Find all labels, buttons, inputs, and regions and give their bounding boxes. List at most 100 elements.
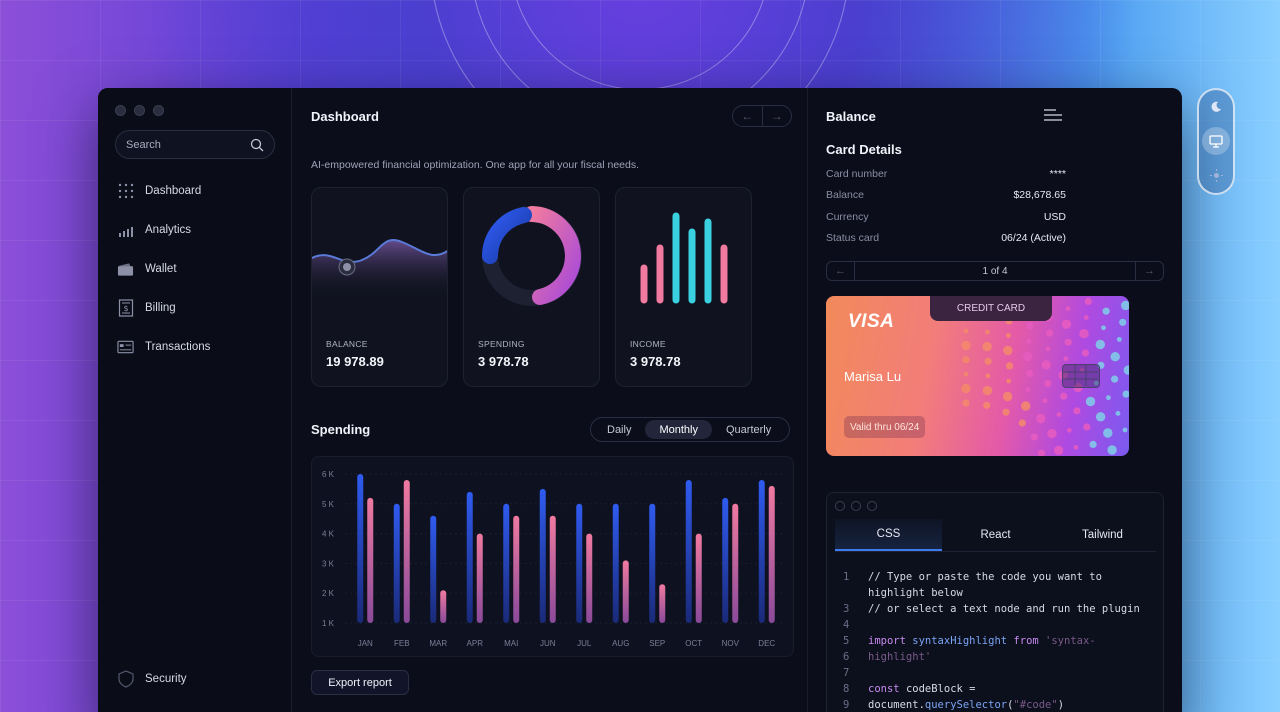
pink-bar[interactable] xyxy=(403,479,410,623)
card-dot xyxy=(1103,428,1113,438)
line-number xyxy=(843,585,868,601)
pink-bar[interactable] xyxy=(695,533,702,623)
card-dot xyxy=(1060,392,1068,400)
period-daily[interactable]: Daily xyxy=(607,423,632,436)
x-tick-label: APR xyxy=(467,639,484,648)
code-text: import syntaxHighlight from 'syntax- xyxy=(868,633,1096,649)
code-window-controls xyxy=(835,501,877,511)
search-input[interactable]: Search xyxy=(115,130,275,159)
pink-bar[interactable] xyxy=(768,485,775,623)
sidebar: Search Dashboard Analytics Wallet $ Bill… xyxy=(98,88,292,712)
sidebar-item-wallet[interactable]: Wallet xyxy=(117,259,177,279)
x-tick-label: FEB xyxy=(394,639,410,648)
code-lines[interactable]: 1 // Type or paste the code you want to hi… xyxy=(843,569,1140,712)
blue-bar[interactable] xyxy=(758,479,765,623)
stat-label: SPENDING xyxy=(478,339,525,349)
period-monthly[interactable]: Monthly xyxy=(645,420,712,439)
card-dot xyxy=(985,373,991,379)
tab-tailwind[interactable]: Tailwind xyxy=(1082,529,1123,541)
card-dot xyxy=(961,383,971,394)
card-dot xyxy=(1079,329,1089,339)
code-tabs: CSS React Tailwind xyxy=(835,519,1156,552)
pink-bar[interactable] xyxy=(549,515,556,623)
card-dot xyxy=(1026,369,1034,377)
code-token: // or select a text node and run the plu… xyxy=(868,603,1140,615)
close-window-button[interactable] xyxy=(115,105,126,116)
card-dot xyxy=(1122,390,1129,398)
balance-card[interactable]: BALANCE 19 978.89 xyxy=(311,187,448,387)
blue-bar[interactable] xyxy=(357,474,364,623)
card-dot xyxy=(1106,395,1111,401)
pink-bar[interactable] xyxy=(659,584,666,623)
monitor-icon[interactable] xyxy=(1202,127,1230,156)
code-line: 1 // Type or paste the code you want to xyxy=(843,569,1140,585)
blue-bar[interactable] xyxy=(430,515,437,623)
sidebar-item-security[interactable]: Security xyxy=(117,669,187,689)
pink-bar[interactable] xyxy=(513,515,520,623)
card-dot xyxy=(1025,387,1031,392)
line-number: 3 xyxy=(843,603,850,615)
line-number: 1 xyxy=(843,571,850,583)
card-dot xyxy=(1061,319,1072,329)
pink-bar[interactable] xyxy=(367,497,374,623)
blue-bar[interactable] xyxy=(503,503,510,623)
x-tick-label: NOV xyxy=(722,639,740,648)
arrow-right-icon[interactable]: → xyxy=(770,109,783,123)
tab-react[interactable]: React xyxy=(980,529,1011,541)
grid-icon xyxy=(117,183,134,200)
wallet-icon xyxy=(117,261,134,278)
card-holder-name: Marisa Lu xyxy=(844,369,902,384)
search-icon xyxy=(250,138,264,151)
sidebar-item-label: Analytics xyxy=(145,224,192,236)
arrow-left-icon[interactable]: ← xyxy=(733,106,763,126)
pink-bar[interactable] xyxy=(440,590,447,623)
sun-icon[interactable] xyxy=(1202,162,1230,190)
card-dot xyxy=(1085,396,1096,407)
arrow-right-icon[interactable]: → xyxy=(1135,262,1163,280)
y-tick-label: 5 K xyxy=(322,500,335,509)
pink-bar[interactable] xyxy=(732,503,739,623)
pink-bar[interactable] xyxy=(476,533,483,623)
sidebar-item-transactions[interactable]: Transactions xyxy=(117,337,210,357)
blue-bar[interactable] xyxy=(722,497,729,623)
stat-label: BALANCE xyxy=(326,339,368,349)
maximize-window-button[interactable] xyxy=(153,105,164,116)
card-dot xyxy=(1044,380,1052,388)
blue-bar[interactable] xyxy=(539,488,546,623)
sidebar-item-dashboard[interactable]: Dashboard xyxy=(117,181,201,201)
blue-bar[interactable] xyxy=(612,503,619,623)
arrow-left-icon[interactable]: ← xyxy=(827,262,855,280)
blue-bar[interactable] xyxy=(685,479,692,623)
minimize-window-button[interactable] xyxy=(134,105,145,116)
credit-card[interactable]: CREDIT CARD VISA Marisa Lu Valid thru 06… xyxy=(826,296,1129,456)
blue-bar[interactable] xyxy=(466,491,473,623)
income-card[interactable]: INCOME 3 978.78 xyxy=(615,187,752,387)
y-tick-label: 2 K xyxy=(322,589,335,598)
menu-icon[interactable] xyxy=(1044,109,1064,123)
period-quarterly[interactable]: Quarterly xyxy=(725,423,772,436)
card-dot xyxy=(1101,325,1106,331)
card-dot xyxy=(1107,445,1117,455)
sidebar-item-billing[interactable]: $ Billing xyxy=(117,298,176,318)
card-type-tag: CREDIT CARD xyxy=(930,296,1052,321)
receipt-icon: $ xyxy=(117,299,134,317)
x-tick-label: JUN xyxy=(540,639,556,648)
blue-bar[interactable] xyxy=(393,503,400,623)
code-text: // Type or paste the code you want to xyxy=(868,569,1102,585)
code-text: const codeBlock = xyxy=(868,681,975,697)
tab-css[interactable]: CSS xyxy=(835,519,942,551)
blue-bar[interactable] xyxy=(649,503,656,623)
pink-bar[interactable] xyxy=(586,533,593,623)
card-valid-thru: Valid thru 06/24 xyxy=(844,416,926,438)
sidebar-item-analytics[interactable]: Analytics xyxy=(117,220,191,240)
export-report-button[interactable]: Export report xyxy=(311,670,409,695)
moon-icon[interactable] xyxy=(1202,93,1230,121)
detail-balance: Balance $28,678.65 xyxy=(826,189,1066,201)
spending-card[interactable]: SPENDING 3 978.78 xyxy=(463,187,600,387)
blue-bar[interactable] xyxy=(576,503,583,623)
card-dot xyxy=(1021,401,1031,411)
card-dot xyxy=(1073,444,1079,450)
card-dot xyxy=(1063,356,1069,361)
stat-label: INCOME xyxy=(630,339,666,349)
pink-bar[interactable] xyxy=(622,560,629,623)
